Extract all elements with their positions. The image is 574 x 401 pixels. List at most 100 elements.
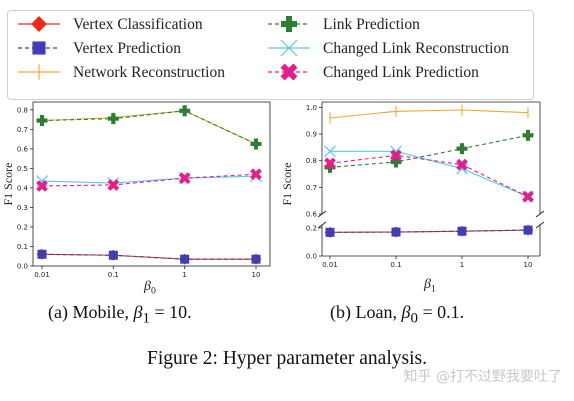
y-tick-label: 1.0 bbox=[306, 104, 317, 112]
series-link-prediction bbox=[324, 129, 534, 173]
y-tick-label: 0.7 bbox=[17, 126, 28, 134]
series-changed-link-prediction bbox=[36, 168, 262, 192]
series-changed-link-reconstruction bbox=[324, 145, 534, 203]
y-tick-label: 0.0 bbox=[306, 253, 317, 261]
series-changed-link-prediction bbox=[324, 149, 534, 203]
y-tick-label: 0.2 bbox=[306, 224, 317, 232]
series-line bbox=[329, 134, 529, 168]
legend-label: Changed Link Reconstruction bbox=[323, 40, 509, 57]
caption-a-var: β bbox=[133, 302, 143, 322]
y-tick-label: 0.3 bbox=[17, 204, 28, 212]
y-tick-label: 0.8 bbox=[306, 157, 317, 165]
data-point bbox=[250, 168, 262, 181]
y-axis-label: F1 Score bbox=[1, 163, 15, 206]
series-line bbox=[329, 229, 529, 233]
y-tick-label: 0.8 bbox=[17, 106, 28, 114]
data-point bbox=[250, 138, 262, 150]
x-tick-label: 0.1 bbox=[390, 261, 401, 269]
x-tick-label: 10 bbox=[524, 261, 533, 269]
y-tick-label: 0.1 bbox=[17, 243, 28, 251]
data-point bbox=[324, 161, 336, 173]
legend-canvas: Vertex Classification Vertex Prediction Ne… bbox=[18, 16, 509, 81]
data-point bbox=[324, 145, 336, 158]
legend-item: Vertex Prediction bbox=[18, 40, 181, 57]
y-tick-label: 0.7 bbox=[306, 184, 317, 192]
axis-break-mark bbox=[535, 221, 545, 229]
x-tick-label: 0.01 bbox=[322, 261, 338, 269]
watermark-text: 知乎 @打不过野我要吐了 bbox=[403, 369, 562, 385]
subfigure-caption-a: (a) Mobile, β1 = 10. bbox=[48, 302, 192, 328]
series-line bbox=[41, 110, 257, 145]
series-vertex-prediction bbox=[325, 225, 533, 237]
data-point bbox=[391, 227, 401, 237]
subfigure-caption-b: (b) Loan, β0 = 0.1. bbox=[330, 302, 464, 328]
y-tick-label: 0.5 bbox=[17, 165, 28, 173]
x-tick-label: 10 bbox=[252, 271, 261, 279]
series-line bbox=[330, 150, 529, 198]
caption-b-sub: 0 bbox=[410, 310, 418, 327]
series-line bbox=[329, 109, 529, 119]
plot-frame bbox=[32, 101, 271, 267]
data-point bbox=[36, 180, 48, 192]
x-tick-label: 1 bbox=[182, 271, 186, 279]
legend-item: Changed Link Reconstruction bbox=[268, 39, 509, 57]
x-tick-label: 0.01 bbox=[34, 271, 50, 279]
figure-caption: Figure 2: Hyper parameter analysis. bbox=[147, 348, 427, 369]
series-network-reconstruction bbox=[329, 104, 529, 124]
data-point bbox=[36, 115, 48, 127]
x-tick-label: 0.1 bbox=[108, 271, 119, 279]
legend-label: Vertex Prediction bbox=[73, 40, 181, 57]
legend-item: Changed Link Prediction bbox=[268, 63, 479, 81]
caption-a-text: (a) Mobile, bbox=[48, 302, 134, 322]
chart-mobile: 0.0 0.1 0.2 0.3 0.4 0.5 0.6 0.7 0.8 0.01 0.1 1 10 β0 F… bbox=[1, 101, 271, 297]
caption-b-text: (b) Loan, bbox=[330, 302, 402, 322]
data-point bbox=[457, 226, 467, 236]
data-point bbox=[178, 172, 191, 185]
y-tick-label: 0.6 bbox=[306, 211, 318, 219]
series-line bbox=[329, 154, 529, 198]
axis-break-mark bbox=[317, 221, 327, 229]
y-tick-label: 0.4 bbox=[17, 184, 29, 192]
data-point bbox=[390, 149, 402, 162]
series-link-prediction bbox=[36, 105, 262, 150]
series-line bbox=[41, 253, 256, 260]
data-point bbox=[108, 250, 118, 260]
data-point bbox=[37, 249, 47, 259]
x-tick-label: 1 bbox=[460, 261, 464, 269]
caption-b-value: = 0.1. bbox=[417, 302, 465, 322]
y-tick-label: 0.9 bbox=[306, 131, 317, 139]
caption-a-sub: 1 bbox=[142, 310, 150, 327]
series-line bbox=[41, 175, 257, 184]
data-point bbox=[456, 162, 468, 175]
x-axis-label: β0 bbox=[143, 279, 156, 297]
data-point bbox=[390, 145, 402, 158]
legend-marker-x bbox=[280, 39, 298, 57]
data-point bbox=[522, 129, 534, 141]
legend-label: Link Prediction bbox=[323, 16, 420, 33]
series-line bbox=[41, 110, 257, 145]
data-point bbox=[456, 158, 468, 171]
legend-label: Vertex Classification bbox=[73, 16, 203, 33]
series-line bbox=[41, 173, 257, 187]
chart-loan: 0.6 0.7 0.8 0.9 1.0 0.0 0.2 0.01 0.1 1 10 β1 F1 Scor… bbox=[280, 101, 545, 295]
legend-marker-square bbox=[32, 41, 46, 55]
legend-marker-diamond bbox=[31, 16, 47, 32]
legend-label: Network Reconstruction bbox=[73, 64, 225, 81]
data-point bbox=[324, 157, 336, 170]
y-tick-label: 0.0 bbox=[17, 263, 28, 271]
legend-marker-xbold bbox=[280, 63, 298, 81]
axis-break-mark bbox=[535, 210, 545, 218]
caption-a-value: = 10. bbox=[149, 302, 192, 322]
y-tick-label: 0.2 bbox=[17, 223, 28, 231]
chart-legend: Vertex Classification Vertex Prediction Ne… bbox=[7, 10, 534, 100]
charts-canvas: 0.00.10.20.30.40.50.60.70.80.01 0.1 1 10β0F… bbox=[1, 101, 545, 297]
data-point bbox=[456, 143, 468, 155]
data-point bbox=[390, 156, 402, 168]
data-point bbox=[179, 105, 191, 117]
data-point bbox=[180, 254, 190, 264]
data-point bbox=[251, 254, 261, 264]
y-axis-label: F1 Score bbox=[280, 163, 294, 206]
data-point bbox=[522, 190, 534, 203]
series-network-reconstruction bbox=[41, 105, 257, 150]
data-point bbox=[107, 179, 120, 191]
